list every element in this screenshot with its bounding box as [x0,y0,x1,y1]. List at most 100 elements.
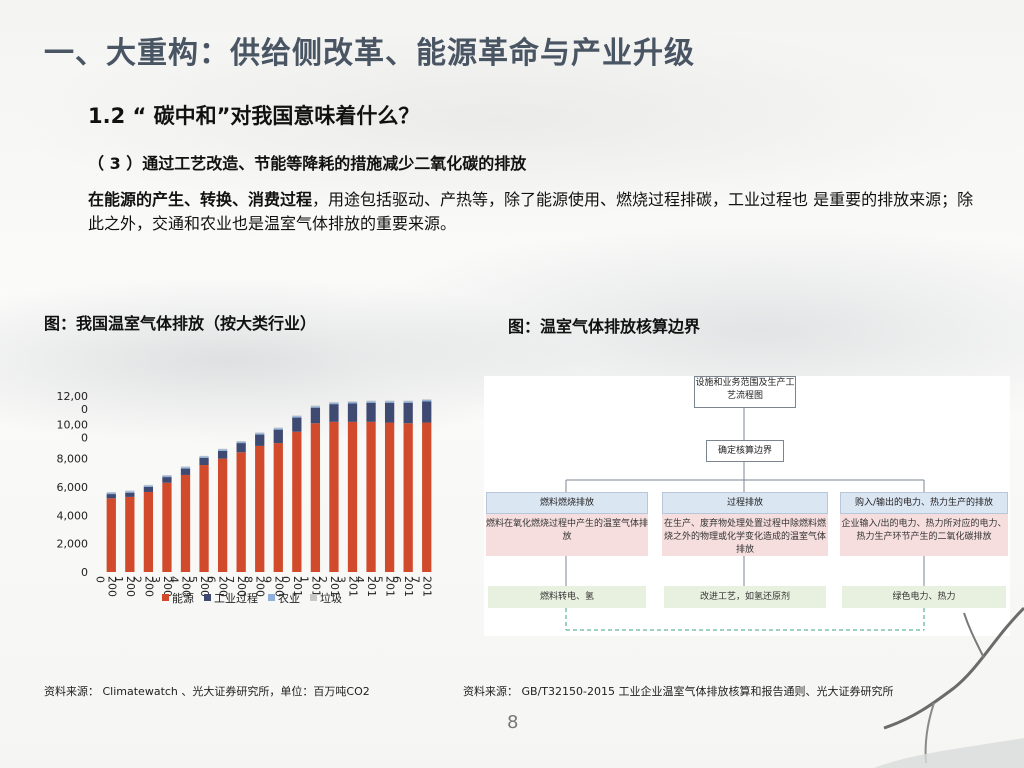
bar-segment [236,441,246,444]
bar-segment [273,443,283,572]
bar-segment [292,417,302,432]
bar-segment [329,421,339,572]
bar-segment [310,405,321,407]
figure1-source: 资料来源： Climatewatch 、光大证券研究所，单位：百万吨CO2 [44,685,370,698]
bar-segment [422,401,432,423]
x-tick-label: 2016 [390,576,415,597]
bar-segment [329,404,339,422]
bar-segment [162,474,172,476]
x-tick-label: 2005 [186,576,211,597]
bar-segment [217,449,228,451]
y-tick-label: 12,00 0 [57,390,89,416]
bar-segment [310,423,321,572]
bar-segment [292,416,302,418]
bar-segment [180,474,191,572]
legend-label: 能源 [172,591,194,605]
figure2-title: 图：温室气体排放核算边界 [508,317,701,336]
bar-segment [347,403,358,422]
x-tick-label: 2010 [279,576,304,597]
figure2-source: 资料来源： GB/T32150-2015 工业企业温室气体排放核算和报告通则、光… [463,685,894,698]
x-tick-label: 2001 [112,576,137,597]
bar-segment [329,402,339,405]
x-tick-label: 2013 [335,576,360,597]
bar-segment [422,399,432,402]
bar-segment [162,477,172,483]
figure1-title: 图：我国温室气体排放（按大类行业） [44,314,317,333]
accounting-boundary-diagram: 设施和业务范围及生产工艺流程图 确定核算边界 燃料燃烧排放 燃料在氧化燃烧过程中… [484,376,1010,636]
legend-label: 农业 [278,591,300,605]
x-tick-label: 2009 [260,576,285,597]
bar-segment [255,433,265,435]
x-tick-label: 2007 [223,576,248,597]
bar-segment [384,401,395,403]
legend-label: 工业过程 [214,592,258,605]
legend-label: 垃圾 [320,591,342,605]
bar-segment [384,422,395,572]
bar-segment [180,466,191,468]
purchased-energy-header: 购入/输出的电力、热力生产的排放 [840,492,1008,514]
diagram-connectors [565,406,925,631]
x-tick-label: 2012 [316,576,341,597]
bar-segment [143,485,154,487]
bar-segment [106,498,116,572]
bar-segment [366,402,376,422]
x-tick-label: 2015 [372,576,397,597]
bar-segment [125,491,135,493]
bar-segment [180,468,191,475]
ink-branch-decoration [874,606,1024,768]
paragraph-bold-lead: 在能源的产生、转换、消费过程 [88,190,313,209]
bar-segment [366,421,376,572]
bar-segment [310,406,321,408]
legend-swatch [204,594,211,601]
fuel-combustion-header: 燃料燃烧排放 [486,492,648,514]
bar-segment [347,421,358,572]
bar-segment [403,423,413,572]
bar-segment [255,432,265,434]
bar-segment [403,402,413,424]
purchased-energy-desc: 企业输入/出的电力、热力所对应的电力、热力生产环节产生的二氧化碳排放 [840,514,1008,556]
process-emission-action: 改进工艺，如氢还原剂 [664,586,826,608]
purchased-energy-action: 绿色电力、热力 [842,586,1006,608]
x-tick-label: 2003 [149,576,174,597]
bar-segment [217,450,228,459]
bar-segment [236,452,246,572]
bar-segment [125,490,135,492]
x-tick-label: 2002 [130,576,155,597]
bar-segment [255,445,265,572]
bar-segment [255,434,265,446]
x-tick-label: 2006 [205,576,230,597]
bar-segment [217,458,228,572]
x-tick-label: 2017 [409,576,434,597]
bar-segment [199,456,209,458]
bar-segment [422,399,432,400]
bar-segment [273,429,283,444]
page-number: 8 [507,712,519,733]
y-tick-label: 6,000 [57,481,89,494]
boundary-box: 确定核算边界 [706,440,784,462]
body-paragraph: 在能源的产生、转换、消费过程，用途包括驱动、产热等，除了能源使用、燃烧过程排碳，… [88,188,978,236]
process-emission-header: 过程排放 [662,492,828,514]
bar-segment [180,467,191,469]
bar-segment [106,494,116,499]
legend-swatch [162,594,169,601]
legend-swatch [268,594,275,601]
bar-segment [162,482,172,572]
fuel-combustion-action: 燃料转电、氢 [488,586,646,608]
x-tick-label: 2014 [353,576,378,597]
y-tick-label: 2,000 [57,538,89,551]
x-tick-label: 2000 [93,576,118,597]
bar-segment [143,487,154,492]
bar-segment [143,491,154,572]
section-subtitle: 1.2 “ 碳中和”对我国意味着什么？ [88,104,420,128]
bar-segment [106,492,116,495]
bar-segment [366,400,376,402]
bar-segment [366,401,376,403]
bar-segment [125,496,135,572]
bar-segment [384,402,395,423]
bar-segment [143,484,154,486]
bar-segment [292,415,302,417]
x-tick-label: 2004 [168,576,193,597]
paragraph-text: ，用途包括驱动、产热等，除了能源使用、燃烧过程排碳，工业过程也 是重要的排放来源… [88,190,974,233]
bar-segment [199,465,209,572]
bar-segment [125,492,135,497]
